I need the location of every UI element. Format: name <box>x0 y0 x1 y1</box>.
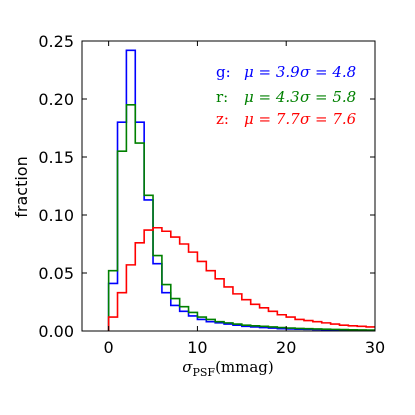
y-tick-label: 0.00 <box>38 322 74 341</box>
legend-mu-r: μ = 4.3 <box>244 88 300 106</box>
x-tick-label: 20 <box>276 338 296 357</box>
x-tick-label: 0 <box>104 338 114 357</box>
y-axis-label: fraction <box>12 156 31 217</box>
legend-mu-z: μ = 7.7 <box>244 110 300 128</box>
y-tick-label: 0.25 <box>38 32 74 51</box>
x-axis-label-symbol: σ <box>182 358 193 376</box>
x-axis-label-subscript: PSF <box>192 366 215 379</box>
legend-mu-g: μ = 3.9 <box>244 63 300 81</box>
y-tick-label: 0.15 <box>38 148 74 167</box>
x-tick-label: 30 <box>365 338 385 357</box>
legend-label-z: z: <box>216 110 229 128</box>
x-axis-label-unit: (mmag) <box>215 358 274 376</box>
axes-box <box>81 40 376 332</box>
x-axis-ticks: 0 10 20 30 <box>104 41 385 357</box>
legend-sigma-g: σ = 4.8 <box>300 63 356 81</box>
x-axis-label: σPSF(mmag) <box>182 358 274 379</box>
y-tick-label: 0.10 <box>38 206 74 225</box>
plot-area <box>107 49 375 332</box>
legend: g: μ = 3.9 σ = 4.8 r: μ = 4.3 σ = 5.8 z: μ = 7.… <box>216 63 357 128</box>
legend-label-r: r: <box>216 88 228 106</box>
legend-sigma-z: σ = 7.6 <box>300 110 357 128</box>
y-axis-ticks: 0.00 0.05 0.10 0.15 0.20 0.25 <box>38 32 375 341</box>
y-tick-label: 0.05 <box>38 264 74 283</box>
axes-frame <box>81 40 376 332</box>
y-tick-label: 0.20 <box>38 90 74 109</box>
series-z-histogram <box>107 226 375 331</box>
series-r-histogram <box>107 104 375 331</box>
x-tick-label: 10 <box>187 338 207 357</box>
legend-sigma-r: σ = 5.8 <box>300 88 356 106</box>
legend-label-g: g: <box>216 63 231 81</box>
